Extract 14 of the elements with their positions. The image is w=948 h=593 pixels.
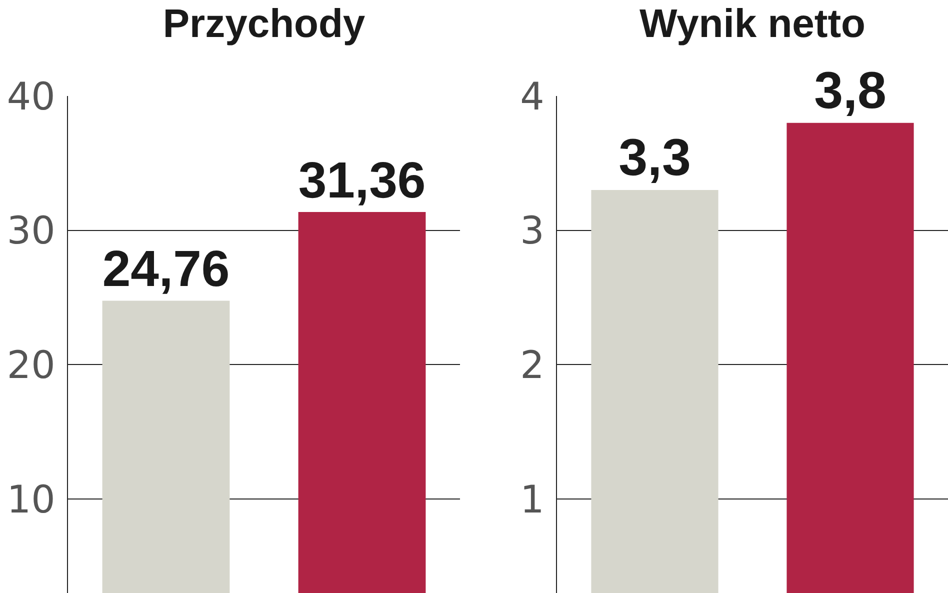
data-label: 3,8 bbox=[814, 62, 886, 120]
chart-title: Wynik netto bbox=[640, 2, 866, 46]
chart-title: Przychody bbox=[162, 2, 366, 46]
y-tick-label: 40 bbox=[6, 74, 56, 118]
data-label: 3,3 bbox=[618, 129, 691, 188]
data-label: 24,76 bbox=[102, 240, 230, 297]
y-tick-label: 20 bbox=[6, 342, 56, 387]
y-tick-label: 4 bbox=[520, 74, 544, 118]
y-tick-label: 2 bbox=[520, 342, 544, 387]
y-tick-label: 1 bbox=[520, 477, 544, 522]
y-tick-label: 30 bbox=[6, 208, 56, 253]
y-tick-label: 3 bbox=[520, 208, 544, 253]
y-tick-label: 10 bbox=[6, 477, 56, 522]
data-label: 31,36 bbox=[298, 151, 426, 208]
